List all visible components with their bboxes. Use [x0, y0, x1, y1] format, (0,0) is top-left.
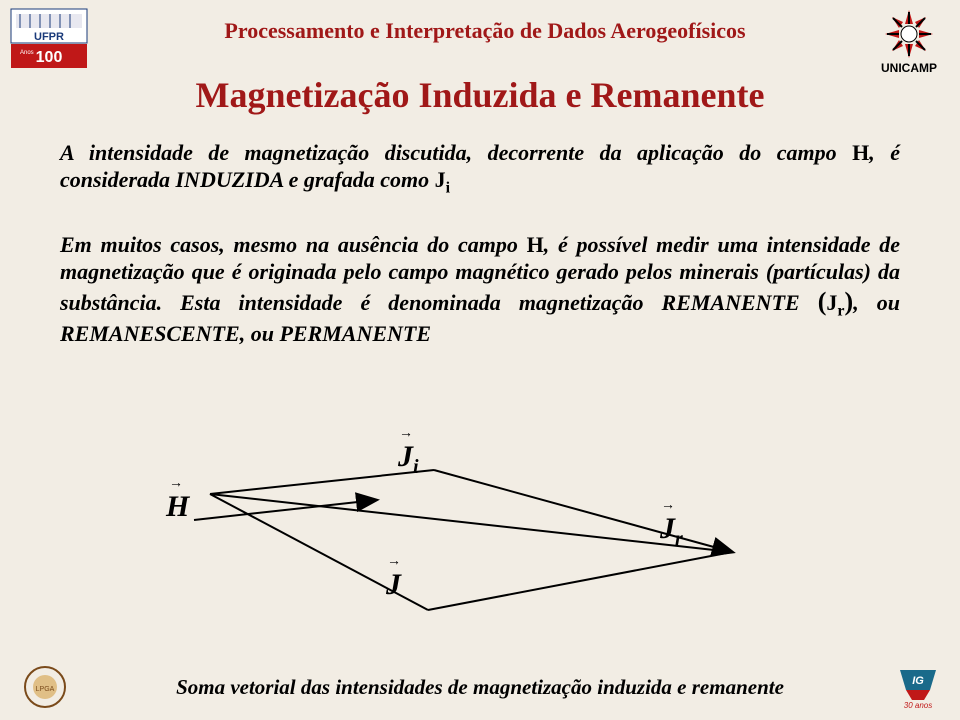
svg-text:30 anos: 30 anos [904, 701, 932, 710]
p1-Jsub: i [446, 179, 450, 196]
footer-logo-right: IG 30 anos [892, 666, 944, 710]
p1-H: H [852, 140, 869, 165]
vector-label-Ji: → Ji [398, 440, 419, 479]
ufpr-100: 100 [36, 49, 63, 66]
p2-H: H [527, 232, 544, 257]
unicamp-text: UNICAMP [881, 61, 937, 75]
vector-diagram: → H → Ji → J → Jr [140, 420, 780, 630]
p1-prefix: A intensidade de magnetização discutida,… [60, 140, 852, 165]
diagram-caption: Soma vetorial das intensidades de magnet… [100, 675, 860, 700]
vector-label-J: → J [386, 568, 401, 602]
vector-label-H: → H [166, 490, 189, 524]
p1-J: J [435, 167, 446, 192]
svg-text:Anos: Anos [20, 50, 34, 56]
svg-text:LPGA: LPGA [36, 686, 55, 693]
p2-J: J [826, 290, 837, 315]
header-text: Processamento e Interpretação de Dados A… [110, 18, 860, 44]
p2-Jsub: r [837, 302, 844, 319]
p2-prefix: Em muitos casos, mesmo na ausência do ca… [60, 232, 527, 257]
ufpr-text: UFPR [34, 31, 64, 43]
p2-rpar: ) [845, 287, 854, 316]
page-title: Magnetização Induzida e Remanente [0, 74, 960, 116]
ufpr-logo: UFPR 100 Anos [10, 8, 88, 70]
vector-label-Jr: → Jr [660, 512, 683, 551]
svg-text:IG: IG [912, 675, 924, 687]
paragraph-2: Em muitos casos, mesmo na ausência do ca… [60, 232, 900, 347]
unicamp-logo: UNICAMP [868, 6, 950, 76]
footer-logo-left: LPGA [22, 664, 68, 710]
paragraph-1: A intensidade de magnetização discutida,… [60, 140, 900, 198]
